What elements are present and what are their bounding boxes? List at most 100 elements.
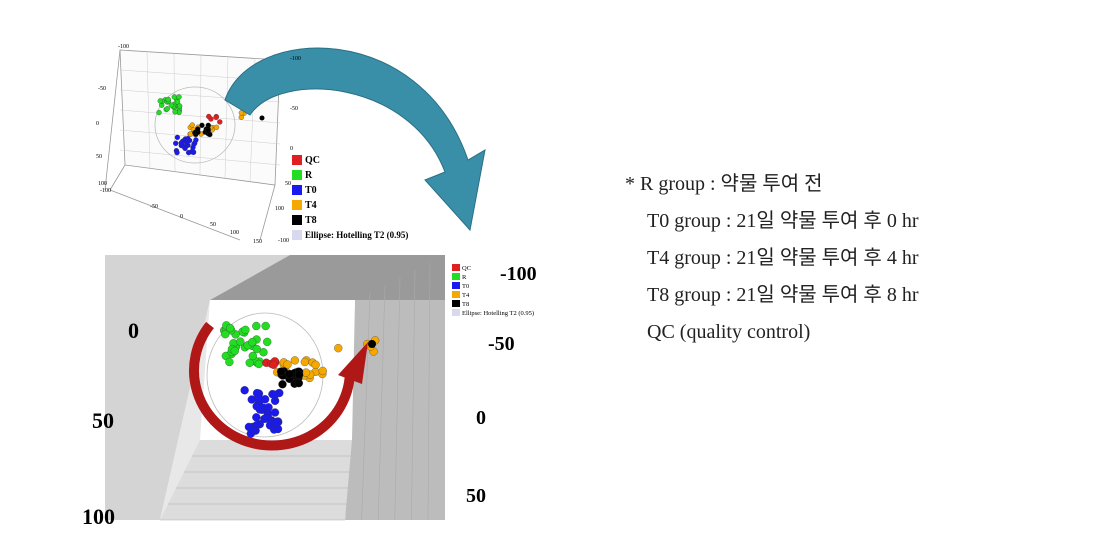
- point: [300, 357, 310, 367]
- grid-line: [377, 284, 386, 521]
- grid-line: [394, 277, 401, 521]
- top-ellipse: [154, 86, 236, 164]
- point: [311, 360, 320, 369]
- point: [165, 96, 171, 103]
- note-line: QC (quality control): [647, 321, 810, 343]
- point: [174, 99, 181, 105]
- point: [168, 102, 174, 108]
- legend-label: T0: [462, 283, 469, 290]
- point: [318, 366, 327, 376]
- point: [199, 122, 205, 128]
- legend-swatch: [292, 230, 302, 240]
- legend-label: QC: [462, 265, 471, 272]
- point: [164, 106, 170, 112]
- tick-label: -100: [500, 263, 537, 285]
- legend-swatch: [292, 170, 302, 180]
- point: [174, 134, 181, 141]
- point: [181, 144, 187, 150]
- point: [269, 360, 278, 369]
- point: [290, 356, 300, 365]
- note-line: * R group : 약물 투여 전: [625, 172, 823, 195]
- point: [368, 340, 376, 348]
- legend-swatch: [452, 273, 460, 280]
- point: [264, 403, 273, 412]
- tick-label: -100: [278, 238, 289, 244]
- tick-label: 0: [290, 146, 293, 152]
- point: [174, 149, 180, 156]
- grid-line: [119, 149, 281, 166]
- rotation-arrow: [189, 321, 356, 451]
- point: [205, 127, 211, 134]
- point: [248, 338, 257, 347]
- tick-label: -100: [118, 44, 129, 50]
- legend-label: T8: [305, 215, 317, 226]
- tick-label: 100: [82, 504, 115, 529]
- tick-label: -100: [290, 56, 301, 62]
- legend-label: T4: [305, 200, 317, 211]
- tick-label: 50: [466, 485, 486, 507]
- point: [156, 109, 162, 116]
- tick-label: 50: [210, 222, 216, 228]
- point: [285, 370, 294, 379]
- point: [221, 330, 230, 339]
- tick-label: 0: [476, 407, 486, 429]
- tick-label: 0: [180, 214, 183, 220]
- point: [171, 94, 178, 100]
- point: [283, 360, 292, 369]
- point: [189, 122, 195, 128]
- point: [260, 395, 270, 404]
- point: [246, 429, 255, 438]
- point: [248, 351, 257, 361]
- point: [276, 367, 286, 376]
- point: [252, 321, 261, 331]
- tick-label: 0: [96, 121, 99, 127]
- legend-swatch: [452, 309, 460, 316]
- tick-label: -50: [290, 106, 298, 112]
- bottom-points: [220, 321, 380, 438]
- point: [294, 379, 303, 388]
- tick-label: -50: [98, 86, 106, 92]
- point: [271, 390, 280, 399]
- point: [173, 140, 179, 146]
- legend-label: R: [305, 170, 313, 181]
- grid-line: [119, 109, 281, 124]
- grid-line: [224, 56, 229, 179]
- point: [193, 137, 199, 143]
- point: [176, 94, 182, 100]
- legend-swatch: [452, 264, 460, 271]
- point: [206, 113, 212, 120]
- bottom-plot-grid: [160, 262, 431, 521]
- note-line: T0 group : 21일 약물 투여 후 0 hr: [647, 209, 919, 232]
- legend-swatch: [292, 185, 302, 195]
- point: [240, 386, 249, 395]
- tick-label: 100: [230, 230, 239, 236]
- notes: * R group : 약물 투여 전 T0 group : 21일 약물 투여 …: [625, 172, 919, 343]
- point: [157, 98, 163, 104]
- tick-label: -50: [150, 204, 158, 210]
- point: [230, 346, 239, 356]
- point: [252, 413, 261, 422]
- legend-swatch: [292, 200, 302, 210]
- legend-label: R: [462, 274, 467, 281]
- legend-swatch: [452, 282, 460, 289]
- tick-label: 0: [128, 318, 139, 343]
- tick-label: 50: [92, 408, 114, 433]
- point: [254, 359, 263, 369]
- grid-line: [119, 129, 281, 145]
- grid-line: [199, 55, 202, 175]
- rotation-arrowhead: [338, 342, 368, 384]
- note-line: T4 group : 21일 약물 투여 후 4 hr: [647, 246, 919, 269]
- point: [294, 370, 304, 380]
- note-line: T8 group : 21일 약물 투여 후 8 hr: [647, 283, 919, 306]
- grid-line: [146, 51, 151, 169]
- point: [278, 380, 287, 389]
- point: [241, 325, 250, 335]
- point: [334, 344, 343, 353]
- point: [190, 149, 197, 155]
- point: [259, 115, 265, 121]
- point: [217, 119, 223, 125]
- point: [263, 337, 272, 347]
- point: [261, 321, 270, 331]
- grid-line: [427, 262, 431, 521]
